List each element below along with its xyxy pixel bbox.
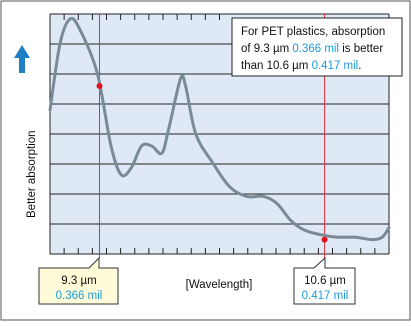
marker-1-wavelength-mil: 0.366 mil <box>56 290 103 302</box>
annotation-line-1: For PET plastics, absorption <box>241 26 385 38</box>
y-axis-label: Better absorption <box>26 130 38 218</box>
marker-callout-1: 9.3 µm 0.366 mil <box>38 256 119 305</box>
marker-callout-2: 10.6 µm 0.417 mil <box>293 256 356 305</box>
annotation-line-3: than 10.6 µm 0.417 mil. <box>241 60 361 72</box>
annotation-box: For PET plastics, absorption of 9.3 µm 0… <box>231 17 403 77</box>
marker-2-wavelength-mil: 0.417 mil <box>302 290 349 302</box>
marker-2-wavelength-um: 10.6 µm <box>304 275 346 287</box>
absorption-curve <box>48 16 391 242</box>
marker-dot-2 <box>321 236 328 243</box>
x-axis-label: [Wavelength] <box>186 279 253 291</box>
up-arrow-icon <box>14 45 30 73</box>
marker-dots <box>96 83 328 243</box>
marker-1-wavelength-um: 9.3 µm <box>61 275 96 287</box>
annotation-line-2: of 9.3 µm 0.366 mil is better <box>241 43 383 55</box>
marker-dot-1 <box>96 83 103 89</box>
tick-marks <box>63 14 376 254</box>
